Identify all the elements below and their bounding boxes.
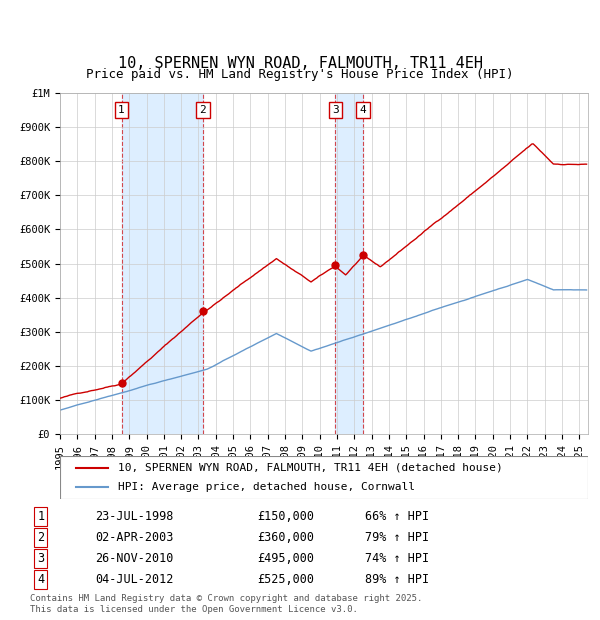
Text: 3: 3 (37, 552, 44, 565)
Text: £525,000: £525,000 (257, 574, 314, 587)
Text: 02-APR-2003: 02-APR-2003 (95, 531, 173, 544)
Text: 1: 1 (118, 105, 125, 115)
Text: Contains HM Land Registry data © Crown copyright and database right 2025.
This d: Contains HM Land Registry data © Crown c… (30, 595, 422, 614)
Text: 4: 4 (37, 574, 44, 587)
Text: 66% ↑ HPI: 66% ↑ HPI (365, 510, 429, 523)
Text: 4: 4 (359, 105, 367, 115)
Text: 26-NOV-2010: 26-NOV-2010 (95, 552, 173, 565)
Text: 74% ↑ HPI: 74% ↑ HPI (365, 552, 429, 565)
Text: £360,000: £360,000 (257, 531, 314, 544)
Text: £495,000: £495,000 (257, 552, 314, 565)
Text: £150,000: £150,000 (257, 510, 314, 523)
Text: 04-JUL-2012: 04-JUL-2012 (95, 574, 173, 587)
Text: 10, SPERNEN WYN ROAD, FALMOUTH, TR11 4EH: 10, SPERNEN WYN ROAD, FALMOUTH, TR11 4EH (118, 56, 482, 71)
Text: 79% ↑ HPI: 79% ↑ HPI (365, 531, 429, 544)
Text: 2: 2 (199, 105, 206, 115)
Text: 1: 1 (37, 510, 44, 523)
Bar (335, 93, 363, 434)
Bar (122, 93, 203, 434)
Text: 3: 3 (332, 105, 338, 115)
Text: 2: 2 (37, 531, 44, 544)
FancyBboxPatch shape (60, 456, 588, 499)
Text: Price paid vs. HM Land Registry's House Price Index (HPI): Price paid vs. HM Land Registry's House … (86, 68, 514, 81)
Text: 89% ↑ HPI: 89% ↑ HPI (365, 574, 429, 587)
Text: HPI: Average price, detached house, Cornwall: HPI: Average price, detached house, Corn… (118, 482, 415, 492)
Text: 10, SPERNEN WYN ROAD, FALMOUTH, TR11 4EH (detached house): 10, SPERNEN WYN ROAD, FALMOUTH, TR11 4EH… (118, 463, 503, 473)
Text: 23-JUL-1998: 23-JUL-1998 (95, 510, 173, 523)
